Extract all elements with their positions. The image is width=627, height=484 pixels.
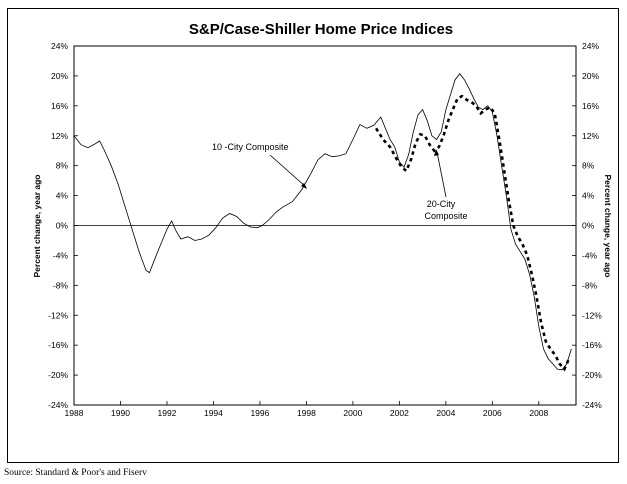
source-note: Source: Standard & Poor's and Fiserv [4, 468, 147, 478]
y-tick-label-right: -4% [582, 250, 598, 260]
y-tick-label-left: 24% [51, 41, 68, 51]
y-tick-label-right: -20% [582, 370, 602, 380]
y-axis-right: 24% 20% 16% 12% 8% 4% 0% -4% -8% -12% -16% -20% -24% [572, 41, 602, 410]
y-tick-label-left: -16% [48, 340, 68, 350]
y-tick-label-left: -4% [53, 250, 69, 260]
x-tick-label: 1996 [250, 408, 269, 418]
chart-title: S&P/Case-Shiller Home Price Indices [189, 21, 453, 38]
x-axis: 1988 1990 1992 1994 1996 1998 2000 2002 2004 2006… [65, 401, 549, 418]
y-tick-label-right: 0% [582, 221, 595, 231]
annotation-20-city-line1: 20-City [427, 199, 456, 209]
x-tick-label: 2006 [483, 408, 502, 418]
y-tick-label-right: 16% [582, 101, 599, 111]
y-tick-label-left: -12% [48, 310, 68, 320]
annotation-20-city-pointer [436, 151, 447, 198]
annotation-10-city-pointer [269, 154, 307, 188]
y-tick-label-right: -12% [582, 310, 602, 320]
y-tick-label-right: 24% [582, 41, 599, 51]
series-line-10-city [73, 73, 572, 371]
x-tick-label: 2004 [436, 408, 455, 418]
y-tick-label-left: 8% [56, 161, 69, 171]
y-axis-left: 24% 20% 16% 12% 8% 4% 0% -4% -8% -12% -16% -20% -24% [48, 41, 78, 410]
y-tick-label-right: -8% [582, 280, 598, 290]
y-tick-label-right: 20% [582, 71, 599, 81]
y-tick-label-right: -16% [582, 340, 602, 350]
annotation-20-city-line2: Composite [424, 211, 467, 221]
y-tick-label-left: 4% [56, 191, 69, 201]
y-tick-label-left: -20% [48, 370, 68, 380]
y-axis-label-right: Percent change, year ago [603, 175, 613, 278]
annotation-10-city-arrowhead [301, 183, 307, 189]
x-tick-label: 2000 [343, 408, 362, 418]
annotation-20-city-arrowhead [434, 149, 439, 156]
y-tick-label-right: -24% [582, 400, 602, 410]
y-tick-label-left: -8% [53, 280, 69, 290]
x-tick-label: 1988 [65, 408, 84, 418]
x-tick-label: 2002 [390, 408, 409, 418]
y-tick-label-left: -24% [48, 400, 68, 410]
x-tick-label: 1994 [204, 408, 223, 418]
y-axis-label-left: Percent change, year ago [32, 175, 42, 278]
x-tick-label: 1990 [111, 408, 130, 418]
y-tick-label-left: 20% [51, 71, 68, 81]
y-tick-label-right: 4% [582, 191, 595, 201]
y-tick-label-left: 16% [51, 101, 68, 111]
x-tick-label: 2008 [529, 408, 548, 418]
y-tick-label-left: 12% [51, 131, 68, 141]
x-tick-label: 1998 [297, 408, 316, 418]
y-tick-label-right: 12% [582, 131, 599, 141]
annotation-10-city: 10 -City Composite [212, 142, 289, 152]
x-tick-label: 1992 [158, 408, 177, 418]
chart-frame [7, 8, 619, 463]
series-line-20-city [374, 94, 571, 372]
y-tick-label-left: 0% [56, 221, 69, 231]
y-tick-label-right: 8% [582, 161, 595, 171]
series-layer [73, 73, 572, 372]
